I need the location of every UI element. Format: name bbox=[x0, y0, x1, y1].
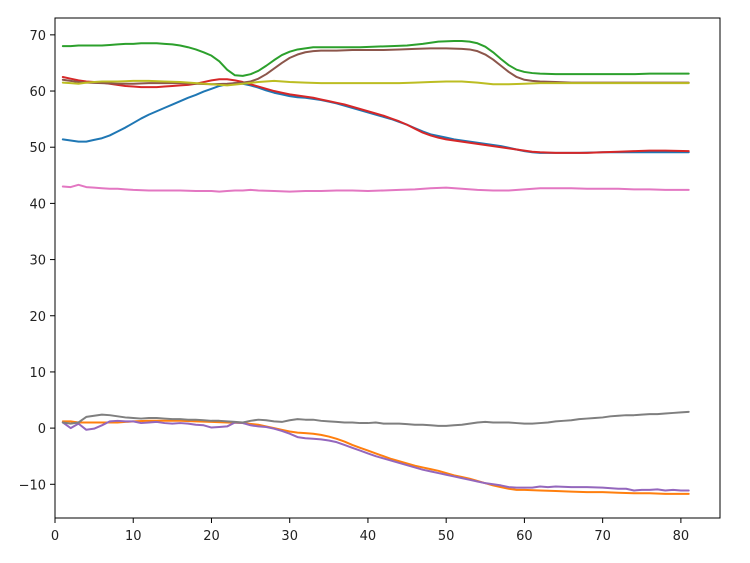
series-line-6 bbox=[61, 47, 690, 86]
x-tick-label: 40 bbox=[360, 529, 377, 544]
x-tick-label: 50 bbox=[438, 529, 455, 544]
series-line-8 bbox=[61, 410, 690, 427]
plot-frame bbox=[54, 17, 721, 519]
x-tick-label: 30 bbox=[281, 529, 298, 544]
y-tick-label: 70 bbox=[29, 29, 46, 44]
y-tick-label: 30 bbox=[29, 254, 46, 269]
series-line-2 bbox=[61, 419, 690, 495]
x-tick-label: 80 bbox=[673, 529, 690, 544]
y-tick-label: 0 bbox=[38, 422, 46, 437]
series-line-1 bbox=[61, 82, 690, 154]
x-tick-label: 20 bbox=[203, 529, 220, 544]
series-line-4 bbox=[61, 75, 690, 154]
axes: 0 10 20 30 40 50 60 70 80 −10 0 10 20 30 40 50 60 70 bbox=[19, 17, 721, 544]
y-tick-label: 10 bbox=[29, 366, 46, 381]
x-tick-label: 10 bbox=[125, 529, 142, 544]
series-line-3 bbox=[61, 40, 690, 77]
y-tick-label: 60 bbox=[29, 85, 46, 100]
series-line-9 bbox=[61, 79, 690, 87]
x-tick-label: 0 bbox=[51, 529, 59, 544]
series-line-7 bbox=[61, 183, 690, 193]
y-tick-label: 20 bbox=[29, 310, 46, 325]
x-tick-label: 70 bbox=[594, 529, 611, 544]
x-tick-label: 60 bbox=[516, 529, 533, 544]
series-line-5 bbox=[61, 419, 690, 492]
y-tick-label: 40 bbox=[29, 197, 46, 212]
y-tick-label: −10 bbox=[19, 478, 46, 493]
y-tick-label: 50 bbox=[29, 141, 46, 156]
series-layer bbox=[61, 40, 690, 495]
